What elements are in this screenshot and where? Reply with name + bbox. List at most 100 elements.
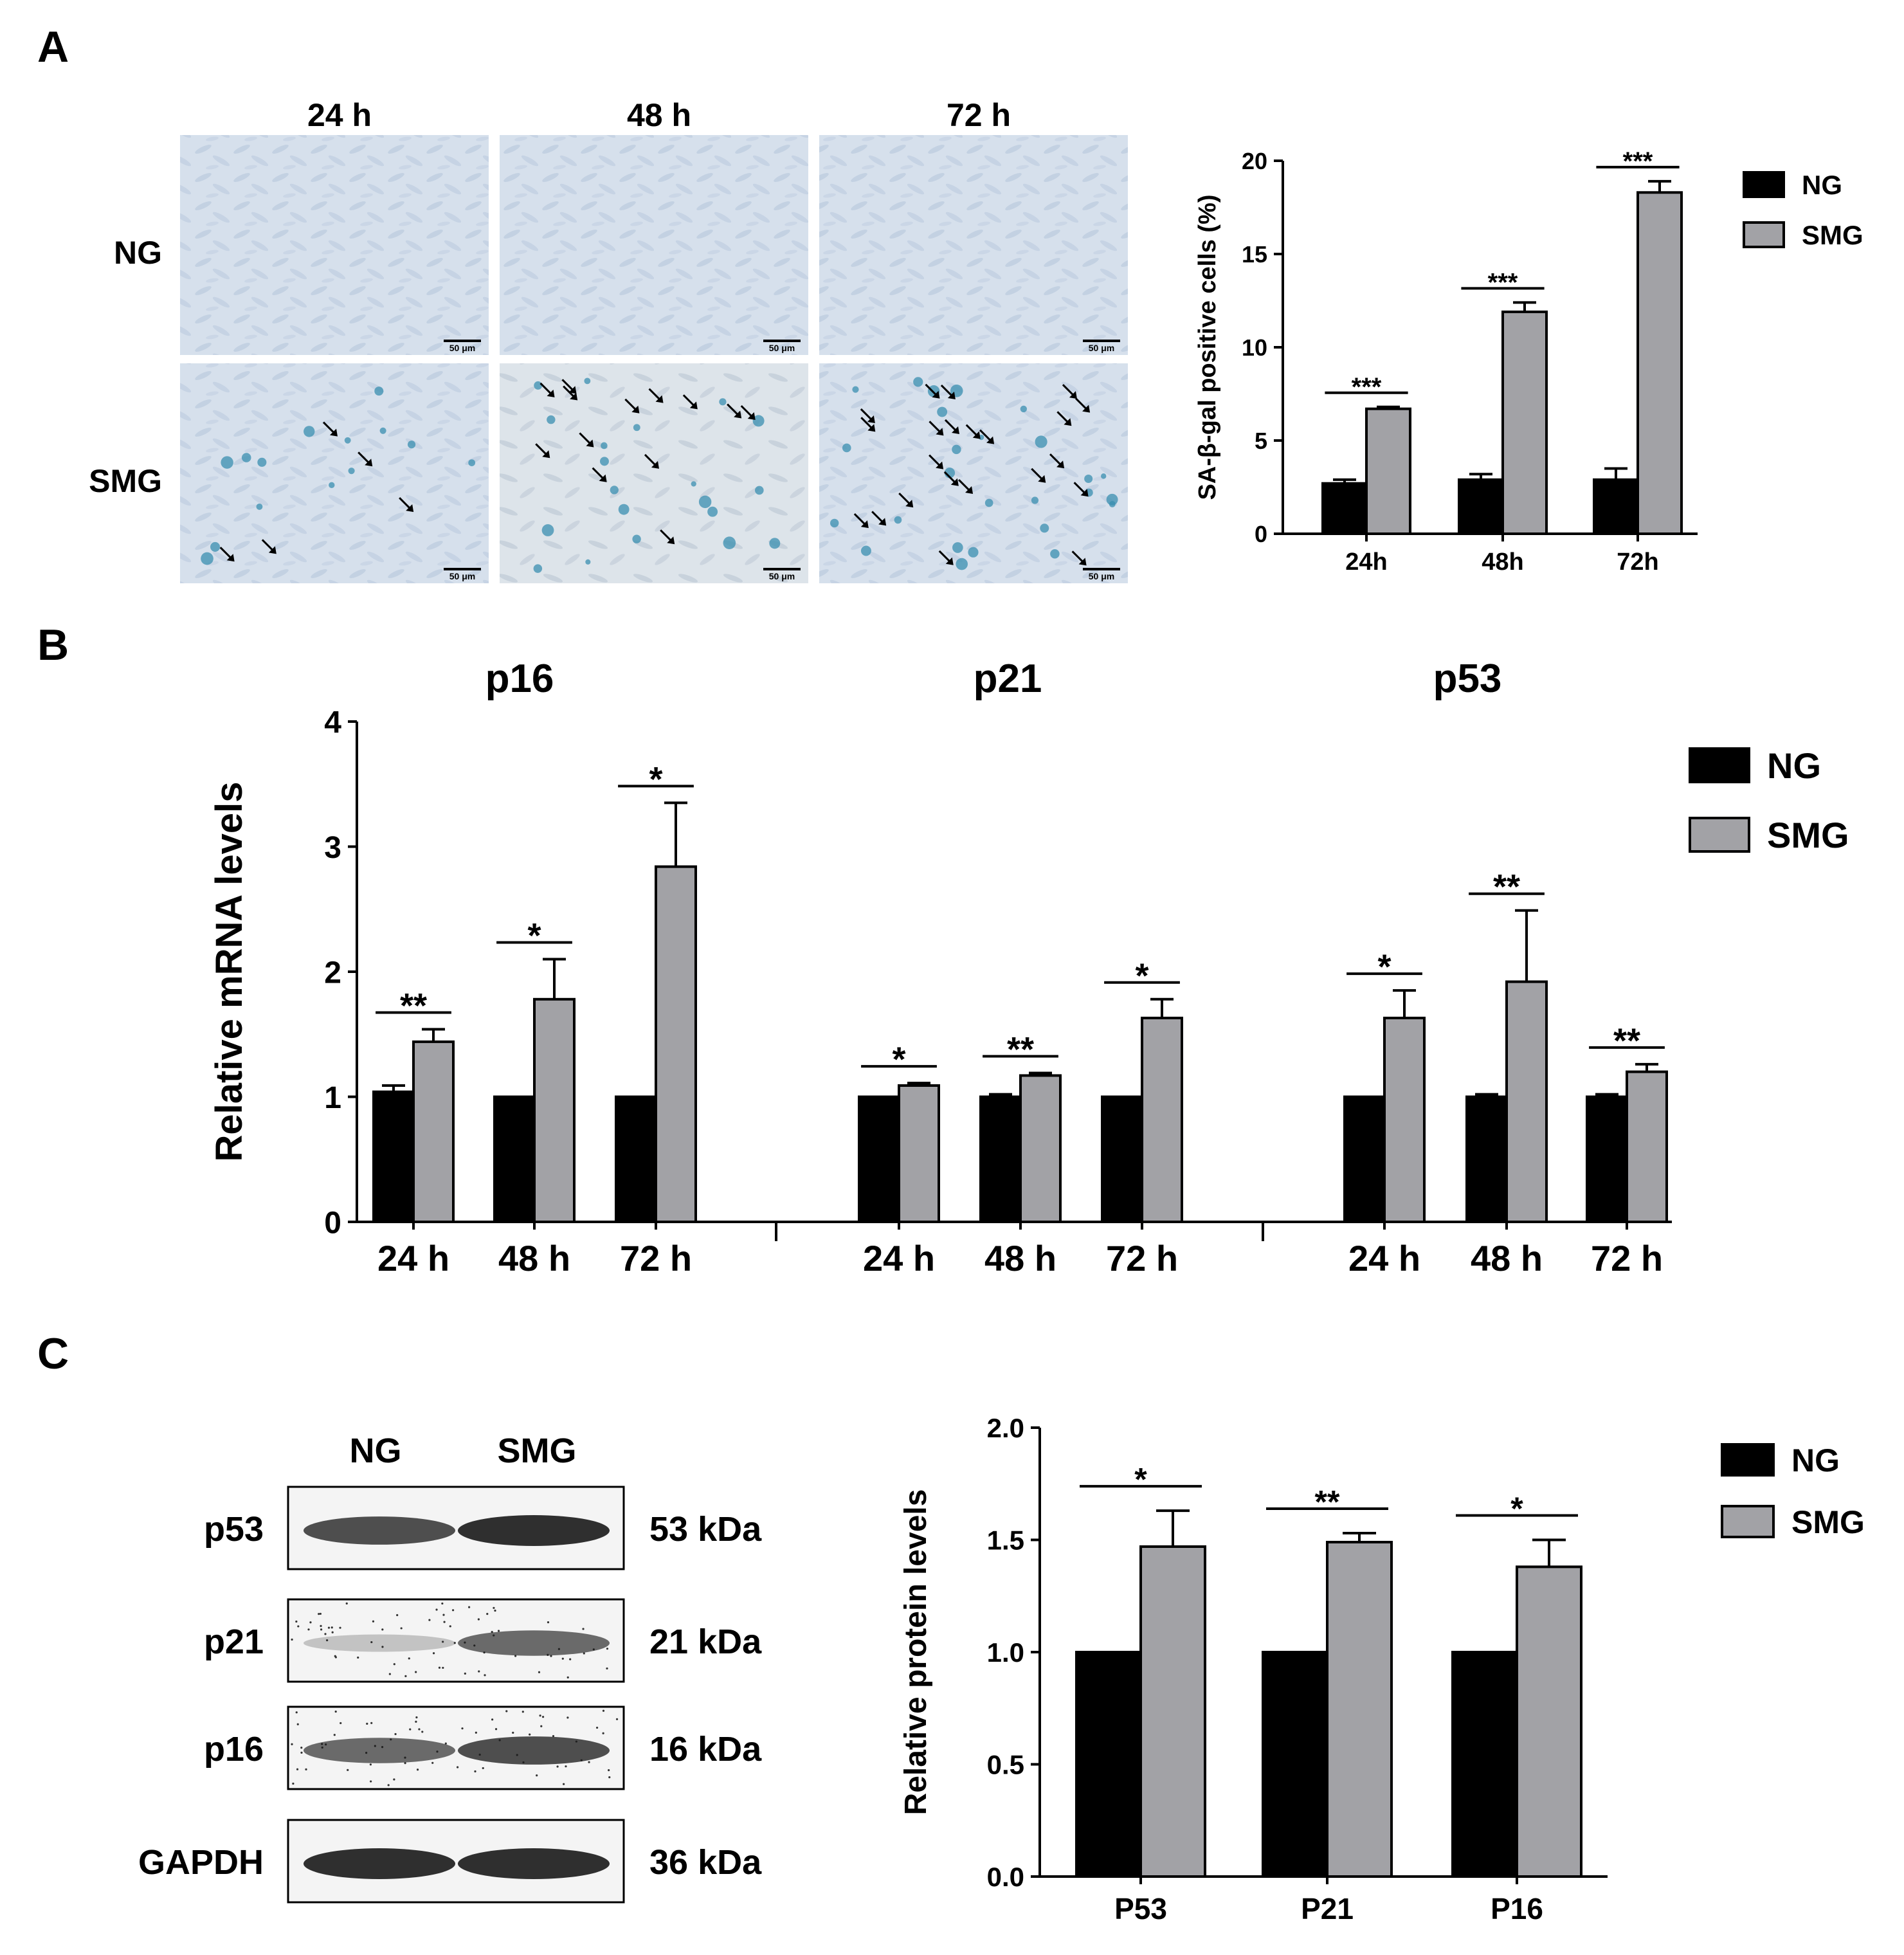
stained-cell xyxy=(1020,405,1028,413)
y-tick-label: 2 xyxy=(324,956,341,990)
panel-letter-b: B xyxy=(37,621,69,669)
legend-swatch-ng xyxy=(1689,747,1750,783)
legend-label-smg: SMG xyxy=(1791,1504,1865,1540)
blot-speck xyxy=(461,1727,464,1730)
stained-cell xyxy=(256,503,263,510)
bar-ng xyxy=(1465,1095,1508,1223)
blot-speck xyxy=(333,1734,336,1736)
row-label-ng: NG xyxy=(114,235,162,271)
bar-smg xyxy=(898,1084,940,1223)
blot-speck xyxy=(295,1711,298,1714)
micrograph-image xyxy=(180,363,489,583)
blot-speck xyxy=(404,1762,406,1765)
blot-band xyxy=(304,1516,455,1545)
blot-speck xyxy=(451,1609,455,1612)
stained-cell xyxy=(707,506,718,517)
arrow-head-icon xyxy=(547,389,555,397)
blot-speck xyxy=(565,1765,567,1768)
blot-speck xyxy=(393,1778,395,1781)
x-tick-label: 48 h xyxy=(498,1238,570,1278)
significance-stars: *** xyxy=(1352,373,1382,401)
stained-cell xyxy=(698,495,712,509)
stained-cell xyxy=(1031,496,1039,504)
blot-speck xyxy=(588,1761,590,1763)
legend-swatch-smg xyxy=(1689,817,1750,853)
blot-speck xyxy=(567,1676,569,1678)
blot-speck xyxy=(340,1722,342,1725)
blot-speck xyxy=(408,1657,410,1660)
legend-swatch-ng xyxy=(1721,1443,1775,1477)
bar-ng xyxy=(372,1090,415,1223)
blot-speck xyxy=(540,1725,543,1727)
y-tick-label: 3 xyxy=(324,831,341,865)
blot-speck xyxy=(442,1641,444,1643)
blot-speck xyxy=(608,1776,611,1779)
western-blot: NG SMG p53 53 kDa p21 21 kDa p16 16 kDa GAPDH 3… xyxy=(138,1432,762,1904)
blot-kda-p16: 16 kDa xyxy=(649,1730,762,1769)
x-tick-label: 48h xyxy=(1482,549,1523,576)
stained-cell xyxy=(257,457,267,467)
arrow-head-icon xyxy=(952,426,960,434)
blot-speck xyxy=(482,1767,484,1770)
y-tick-label: 1.5 xyxy=(987,1525,1024,1556)
blot-speck xyxy=(320,1628,323,1631)
blot-speck xyxy=(606,1667,608,1670)
blot-band xyxy=(458,1630,610,1656)
blot-speck xyxy=(309,1621,312,1624)
blot-band xyxy=(458,1736,610,1765)
blot-speck xyxy=(339,1626,341,1629)
bar-ng xyxy=(615,1095,657,1223)
blot-speck xyxy=(300,1747,303,1749)
bar-smg xyxy=(1501,310,1548,535)
y-tick-label: 0 xyxy=(1255,521,1267,547)
scale-bar-label: 50 μm xyxy=(769,343,795,353)
bar-smg xyxy=(1505,980,1548,1224)
micrograph-smg-2: 50 μm xyxy=(819,363,1128,583)
blot-speck xyxy=(569,1658,572,1660)
blot-speck xyxy=(296,1723,299,1725)
x-tick-label: 24h xyxy=(1345,549,1387,576)
blot-speck xyxy=(467,1606,471,1608)
arrow-head-icon xyxy=(878,518,887,526)
y-axis-label: SA-β-gal positive cells (%) xyxy=(1194,194,1221,500)
blot-speck xyxy=(442,1666,444,1669)
micrograph-image xyxy=(180,135,489,355)
time-label-72h: 72 h xyxy=(947,97,1011,133)
stained-cell xyxy=(894,516,902,524)
arrow-head-icon xyxy=(570,392,578,401)
blot-speck xyxy=(453,1642,456,1644)
panel-a-micrographs: 24 h 48 h 72 h NG SMG 50 μm 50 μm 50 μm 50 … xyxy=(89,97,1128,583)
blot-speck xyxy=(331,1626,333,1629)
blot-speck xyxy=(602,1732,604,1734)
x-tick-label: 48 h xyxy=(1471,1238,1543,1278)
stained-cell xyxy=(1050,549,1060,559)
stained-cell xyxy=(769,538,781,549)
significance-stars: ** xyxy=(1315,1484,1340,1520)
row-label-smg: SMG xyxy=(89,463,162,499)
arrow-head-icon xyxy=(734,410,742,419)
blot-speck xyxy=(366,1722,368,1725)
blot-speck xyxy=(474,1770,476,1773)
micrograph-smg-0: 50 μm xyxy=(180,363,489,583)
scale-bar-label: 50 μm xyxy=(1089,571,1114,581)
blot-speck xyxy=(606,1648,609,1650)
y-tick-label: 5 xyxy=(1255,428,1267,454)
blot-label-gapdh: GAPDH xyxy=(138,1843,264,1882)
arrow-head-icon xyxy=(689,401,698,410)
blot-speck xyxy=(381,1628,384,1631)
stained-cell xyxy=(842,443,851,453)
bar-smg xyxy=(533,997,576,1224)
legend-swatch-smg xyxy=(1743,221,1785,248)
significance-stars: * xyxy=(527,916,541,955)
significance-stars: * xyxy=(1135,956,1148,995)
bar-ng xyxy=(1343,1095,1386,1223)
arrow-head-icon xyxy=(542,450,550,459)
blot-speck xyxy=(291,1638,293,1641)
y-tick-label: 20 xyxy=(1242,148,1267,174)
stained-cell xyxy=(221,456,233,469)
bar-ng xyxy=(1262,1651,1328,1878)
arrow-head-icon xyxy=(1056,460,1065,469)
blot-speck xyxy=(415,1716,418,1719)
legend-label-ng: NG xyxy=(1767,745,1821,786)
